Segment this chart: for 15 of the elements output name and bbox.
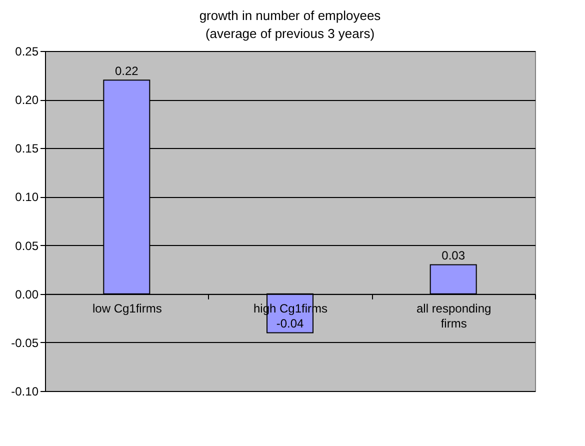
text: growth in number of employees (199, 8, 381, 23)
x-tick-label: low Cg1firms (92, 301, 162, 316)
y-tick-label: 0.00 (15, 287, 39, 302)
y-tick-label: 0.20 (15, 93, 39, 108)
y-tick-label: 0.10 (15, 190, 39, 204)
y-tick-label: -0.10 (11, 384, 39, 398)
y-tick-label: 0.15 (15, 142, 39, 156)
y-tick-label: 0.05 (15, 238, 39, 253)
data-label: 0.03 (442, 248, 466, 263)
y-tick-label: 0.25 (15, 44, 39, 58)
y-tick-label: -0.05 (11, 336, 39, 350)
text: (average of previous 3 years) (205, 26, 375, 41)
data-label: 0.22 (114, 64, 139, 78)
data-label: -0.04 (276, 316, 304, 331)
x-tick-label: all responding firms (416, 301, 492, 330)
